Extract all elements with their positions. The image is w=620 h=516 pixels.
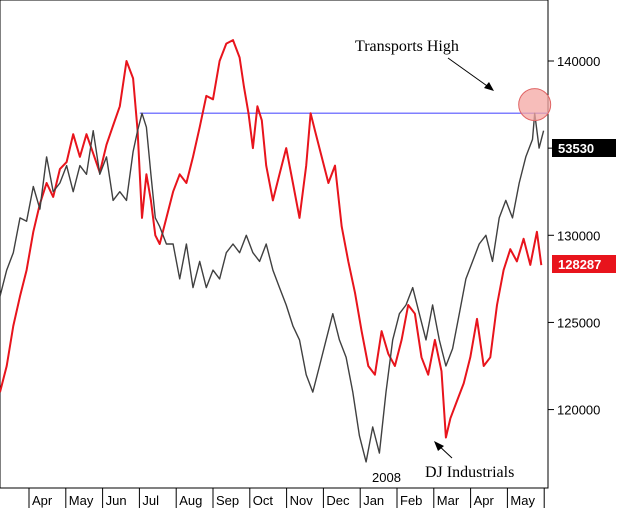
series-line-1 <box>0 112 545 463</box>
annotation-arrowhead-industrials <box>434 441 444 451</box>
x-tick-label-1: May <box>69 493 94 508</box>
plot-frame <box>0 0 549 489</box>
x-tick-label-7: Nov <box>290 493 314 508</box>
x-tick-label-9: Jan <box>363 493 384 508</box>
x-tick-label-11: Mar <box>437 493 460 508</box>
x-tick-label-4: Aug <box>179 493 202 508</box>
x-tick-label-10: Feb <box>400 493 422 508</box>
annotation-transports-high: Transports High <box>355 38 459 55</box>
y-axis: 120000 125000 130000 140000 <box>548 54 600 418</box>
x-tick-label-8: Dec <box>326 493 350 508</box>
x-tick-label-6: Oct <box>253 493 274 508</box>
x-tick-label-12: Apr <box>474 493 495 508</box>
highlight-group <box>518 88 552 122</box>
dj-value-badge <box>552 139 616 157</box>
x-tick-label-2: Jun <box>106 493 127 508</box>
y-tick-label-0: 120000 <box>557 403 600 418</box>
y-tick-label-2: 130000 <box>557 228 600 243</box>
annotation-arrowhead-transports <box>484 82 494 91</box>
series-group <box>0 39 545 463</box>
x-tick-label-5: Sep <box>216 493 239 508</box>
annotation-arrow-transports <box>447 57 491 89</box>
y-tick-label-3: 140000 <box>557 54 600 69</box>
dj-value-badge-label: 53530 <box>558 141 594 156</box>
year-label: 2008 <box>372 470 401 485</box>
x-tick-label-3: Jul <box>142 493 159 508</box>
annotation-dj-industrials: DJ Industrials <box>425 464 514 481</box>
x-axis: Apr May Jun Jul Aug Sep Oct Nov Dec Jan Feb Mar Apr M… <box>28 488 545 508</box>
value-badges: 53530 128287 <box>552 139 616 273</box>
transports-value-badge <box>552 255 616 273</box>
x-tick-label-13: May <box>510 493 535 508</box>
x-tick-label-0: Apr <box>32 493 53 508</box>
y-tick-label-1: 125000 <box>557 315 600 330</box>
transports-value-badge-label: 128287 <box>558 257 601 272</box>
transports-high-circle <box>518 88 552 122</box>
series-line-0 <box>0 39 543 439</box>
